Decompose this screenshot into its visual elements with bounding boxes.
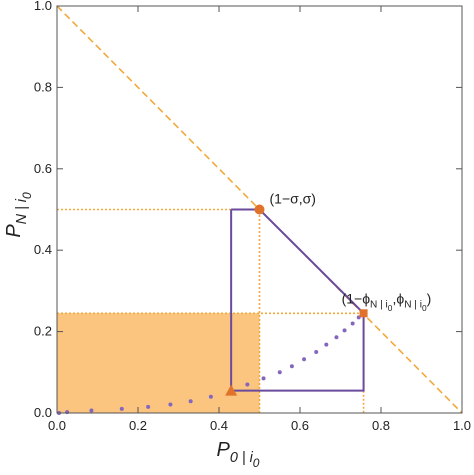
shaded-area (57, 313, 260, 413)
x-axis-label-part: 0 | i (230, 450, 254, 466)
y-tick-label: 0.0 (34, 405, 52, 420)
point (168, 402, 173, 407)
annotation: (1−ϕN | i0,ϕN | i0) (342, 290, 432, 313)
point (324, 342, 329, 347)
annotation-part: (1−ϕ (342, 290, 371, 306)
x-tick-label: 0.8 (372, 418, 390, 433)
point (302, 357, 307, 362)
x-tick-label: 0.0 (48, 418, 66, 433)
x-tick-label: 0.4 (210, 418, 228, 433)
y-axis-label: PN | i0 (3, 192, 34, 238)
point (119, 406, 124, 411)
point (277, 370, 282, 375)
y-axis-label-part: 0 (20, 192, 34, 199)
annotation-part: ) (427, 290, 432, 306)
plot-layer (56, 5, 463, 415)
point (334, 335, 339, 340)
point (342, 328, 347, 333)
y-tick-label: 0.2 (34, 324, 52, 339)
point (146, 404, 151, 409)
point (261, 376, 266, 381)
y-tick-label: 0.4 (34, 242, 52, 257)
y-tick-label: 0.8 (34, 79, 52, 94)
y-axis-label-part: P (3, 224, 25, 238)
marker-square (359, 309, 368, 318)
point (350, 321, 355, 326)
annotation-part: 0 (422, 303, 427, 313)
annotation-part: ,ϕ (392, 290, 404, 306)
x-tick-label: 1.0 (453, 418, 471, 433)
point (188, 399, 193, 404)
point (289, 364, 294, 369)
annotation-part: N | i (404, 299, 422, 310)
annotation-part: N | i (370, 299, 388, 310)
marker-triangle (225, 384, 238, 396)
y-tick-label: 0.6 (34, 161, 52, 176)
annotation-part: (1−σ,σ) (270, 191, 316, 207)
x-tick-label: 0.2 (129, 418, 147, 433)
point (65, 410, 70, 415)
plot-frame (56, 5, 463, 414)
point (89, 408, 94, 413)
y-axis-label-part: N | i (14, 198, 30, 224)
point (208, 394, 213, 399)
annotation: (1−σ,σ) (270, 191, 316, 207)
y-tick-label: 1.0 (34, 0, 52, 13)
point (245, 382, 250, 387)
x-axis-label-part: P (217, 439, 231, 461)
point (314, 349, 319, 354)
x-axis-label: P0 | i0 (217, 439, 260, 470)
annotation-part: 0 (388, 303, 393, 313)
marker-circle (254, 204, 265, 215)
x-axis-label-part: 0 (253, 456, 260, 470)
x-tick-label: 0.6 (291, 418, 309, 433)
